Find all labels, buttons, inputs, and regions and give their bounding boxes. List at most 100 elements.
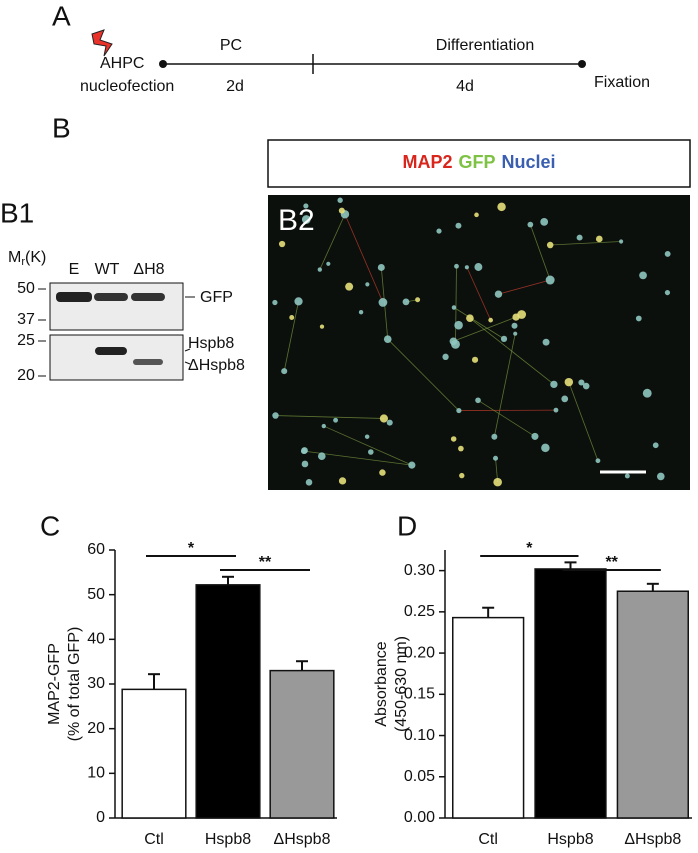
x-tick-label: ΔHspb8 — [274, 831, 331, 848]
bar — [195, 584, 261, 819]
y-axis-label: (450-630 nm) — [393, 636, 410, 732]
neurite — [568, 382, 599, 461]
cell — [319, 324, 325, 329]
lane-label: ΔH8 — [133, 261, 164, 278]
cell — [492, 455, 499, 461]
cell — [513, 331, 518, 336]
neurite — [477, 399, 536, 437]
lightning-icon — [91, 29, 113, 57]
mr-suffix: (K) — [25, 249, 46, 266]
neurite — [453, 316, 517, 342]
band-label: GFP — [200, 289, 233, 306]
band — [95, 347, 127, 355]
cell — [635, 315, 642, 322]
cell — [402, 298, 410, 306]
cell — [326, 261, 331, 266]
panel-letter: B1 — [0, 197, 34, 228]
end-label: Fixation — [594, 74, 650, 91]
cell — [442, 353, 449, 361]
cell — [656, 472, 665, 481]
cell — [664, 250, 671, 257]
panel-letter: A — [52, 0, 71, 31]
cell — [639, 271, 647, 280]
legend: MAP2 GFP Nuclei — [402, 152, 555, 172]
y-tick-label: 50 — [87, 586, 105, 603]
cell — [458, 445, 464, 452]
marker-ticks — [38, 288, 195, 377]
marker-label: 20 — [17, 367, 35, 384]
cell — [450, 436, 457, 442]
significance-label: * — [526, 540, 533, 557]
cell — [664, 290, 671, 296]
cell — [305, 479, 313, 486]
neurite — [529, 224, 551, 281]
mr-label: Mr(K) — [8, 249, 46, 268]
y-tick-label: 60 — [87, 541, 105, 558]
legend-entry: GFP — [458, 152, 495, 172]
cell — [300, 448, 307, 455]
band — [94, 293, 128, 301]
y-tick-label: 0.20 — [404, 644, 435, 661]
y-tick-label: 20 — [87, 720, 105, 737]
marker-label: 25 — [17, 332, 35, 349]
legend-entry: Nuclei — [502, 152, 556, 172]
y-axis-label: (% of total GFP) — [66, 627, 83, 742]
panel-letter: B — [52, 112, 71, 143]
cell — [542, 338, 550, 346]
y-tick-label: 0.15 — [404, 686, 435, 703]
phase-duration: 2d — [226, 78, 244, 95]
bar — [534, 568, 607, 819]
cell — [379, 414, 389, 423]
neurite — [387, 338, 460, 411]
charts: C MAP2-GFP (% of total GFP) 0 10 20 30 40 50 60 Ct… — [40, 510, 692, 848]
neurite — [344, 214, 384, 303]
cell — [491, 433, 498, 440]
cell — [456, 408, 462, 414]
marker-label: 37 — [17, 311, 35, 328]
band — [131, 293, 165, 301]
cell — [475, 397, 481, 404]
y-tick-label: 30 — [87, 675, 105, 692]
neurite — [453, 307, 505, 340]
neurite — [498, 279, 551, 295]
cell — [281, 368, 288, 375]
cell — [337, 197, 343, 203]
phase-label: PC — [220, 37, 242, 54]
band-label: Hspb8 — [188, 335, 234, 352]
neurite — [455, 266, 457, 345]
cell — [378, 298, 388, 307]
cell — [474, 263, 483, 271]
lane-label: WT — [95, 261, 120, 278]
cell — [377, 263, 385, 271]
cell — [455, 222, 462, 229]
cell — [301, 460, 309, 468]
cell — [531, 432, 539, 440]
cell — [459, 472, 465, 479]
cell — [541, 443, 550, 453]
cell — [550, 380, 558, 389]
band-label: ΔHspb8 — [188, 357, 245, 374]
neurite — [466, 267, 492, 321]
cell — [317, 267, 322, 272]
cell — [471, 356, 479, 363]
timeline-dot — [578, 60, 586, 68]
cell — [527, 221, 534, 228]
bar — [121, 688, 187, 819]
band — [56, 292, 92, 302]
panel-letter: D — [397, 510, 417, 541]
x-tick-label: Ctl — [144, 831, 164, 848]
x-tick-label: Hspb8 — [547, 831, 593, 848]
y-tick-label: 0 — [96, 809, 105, 826]
x-tick-label: Ctl — [478, 831, 498, 848]
cell — [582, 382, 590, 390]
start-label: AHPC — [100, 55, 144, 72]
blot — [49, 334, 184, 381]
cell — [386, 419, 393, 426]
cell — [497, 202, 506, 212]
cell — [553, 407, 559, 413]
y-tick-label: 0.00 — [404, 809, 435, 826]
micrograph — [268, 195, 690, 490]
cell — [338, 207, 345, 214]
cell — [540, 217, 549, 226]
blot — [49, 282, 184, 331]
